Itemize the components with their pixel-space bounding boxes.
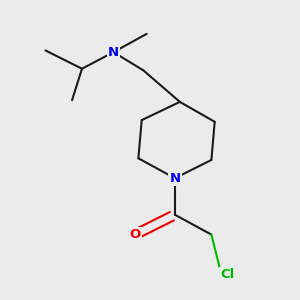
Text: Cl: Cl: [220, 268, 234, 281]
Text: N: N: [169, 172, 180, 185]
Text: N: N: [108, 46, 119, 59]
Text: O: O: [129, 228, 141, 241]
